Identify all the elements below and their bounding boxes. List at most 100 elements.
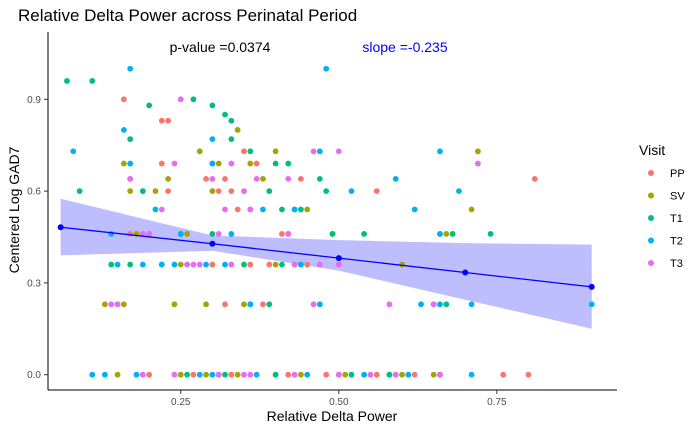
- point-t3: [215, 371, 222, 378]
- y-tick-label: 0.3: [27, 278, 41, 289]
- point-t3: [437, 371, 443, 378]
- point-sv: [152, 188, 159, 195]
- point-t3: [285, 231, 292, 237]
- legend-label-sv: SV: [670, 191, 685, 203]
- point-t2: [253, 371, 260, 378]
- point-sv: [120, 301, 127, 308]
- point-t2: [139, 261, 146, 268]
- point-t3: [177, 96, 184, 103]
- y-axis-title: Centered Log GAD7: [6, 146, 22, 273]
- x-axis-title: Relative Delta Power: [267, 408, 398, 424]
- point-sv: [468, 206, 475, 213]
- legend-key-t2: [648, 237, 654, 244]
- point-t3: [241, 188, 247, 195]
- fit-point: [57, 224, 64, 231]
- point-pp: [373, 188, 380, 195]
- point-t3: [310, 148, 317, 155]
- point-t1: [190, 96, 197, 103]
- point-t1: [361, 231, 368, 237]
- point-sv: [171, 301, 178, 308]
- point-sv: [304, 206, 311, 213]
- point-sv: [234, 371, 241, 378]
- scatter-points: [64, 65, 595, 378]
- point-sv: [127, 188, 134, 195]
- point-t1: [279, 261, 285, 268]
- point-t3: [171, 160, 178, 167]
- point-sv: [234, 127, 241, 133]
- point-pp: [285, 371, 292, 378]
- point-sv: [215, 160, 222, 167]
- point-t1: [108, 261, 115, 268]
- point-t2: [158, 261, 165, 268]
- point-t3: [158, 206, 165, 213]
- point-t3: [386, 301, 393, 308]
- point-t1: [228, 117, 235, 124]
- point-pp: [247, 261, 254, 268]
- y-tick-label: 0.9: [27, 95, 41, 106]
- point-t3: [285, 175, 292, 182]
- point-pp: [222, 301, 228, 308]
- point-t1: [323, 188, 330, 195]
- point-t1: [146, 102, 153, 109]
- point-sv: [203, 301, 209, 308]
- point-t3: [222, 206, 228, 213]
- legend-key-pp: [648, 170, 654, 176]
- point-pp: [266, 261, 273, 268]
- point-sv: [399, 371, 405, 378]
- point-t1: [222, 111, 228, 118]
- point-sv: [272, 148, 279, 155]
- point-sv: [120, 160, 127, 167]
- point-t2: [392, 175, 399, 182]
- point-t3: [316, 261, 323, 268]
- y-tick-label: 0.6: [27, 187, 41, 198]
- point-sv: [196, 148, 203, 155]
- point-pp: [234, 206, 241, 213]
- point-t3: [367, 371, 374, 378]
- legend-label-t2: T2: [670, 236, 683, 248]
- point-t3: [475, 160, 481, 167]
- point-t1: [272, 371, 279, 378]
- point-t1: [285, 160, 292, 167]
- point-t2: [361, 371, 368, 378]
- point-t1: [127, 136, 134, 142]
- point-t3: [228, 261, 235, 268]
- point-pp: [215, 188, 222, 195]
- point-t2: [209, 136, 216, 142]
- point-pp: [253, 160, 260, 167]
- point-t1: [184, 371, 190, 378]
- y-tick-label: 0.0: [27, 370, 41, 381]
- point-t2: [120, 127, 127, 133]
- point-t1: [329, 231, 336, 237]
- point-t2: [316, 148, 323, 155]
- point-sv: [165, 175, 172, 182]
- point-t3: [247, 371, 254, 378]
- legend-label-t3: T3: [670, 258, 683, 270]
- point-t2: [177, 231, 184, 237]
- chart-title: Relative Delta Power across Perinatal Pe…: [18, 6, 357, 25]
- point-t2: [456, 188, 462, 195]
- point-t2: [133, 371, 140, 378]
- x-tick-label: 0.25: [171, 397, 191, 408]
- point-pp: [120, 96, 127, 103]
- point-t2: [418, 301, 424, 308]
- p-value-annotation: p-value =0.0374: [170, 39, 271, 55]
- point-t2: [222, 261, 228, 268]
- point-pp: [525, 371, 532, 378]
- point-t3: [392, 371, 399, 378]
- legend-key-t1: [648, 215, 654, 221]
- point-t1: [89, 78, 96, 84]
- point-t1: [386, 371, 393, 378]
- point-t1: [279, 206, 285, 213]
- fit-point: [335, 255, 342, 262]
- point-t3: [108, 301, 115, 308]
- point-t3: [291, 261, 298, 268]
- point-t2: [209, 160, 216, 167]
- point-t2: [348, 188, 355, 195]
- point-t3: [228, 160, 235, 167]
- point-t1: [449, 231, 456, 237]
- point-pp: [323, 371, 330, 378]
- point-t3: [146, 231, 153, 237]
- point-t2: [468, 301, 475, 308]
- point-t2: [304, 371, 311, 378]
